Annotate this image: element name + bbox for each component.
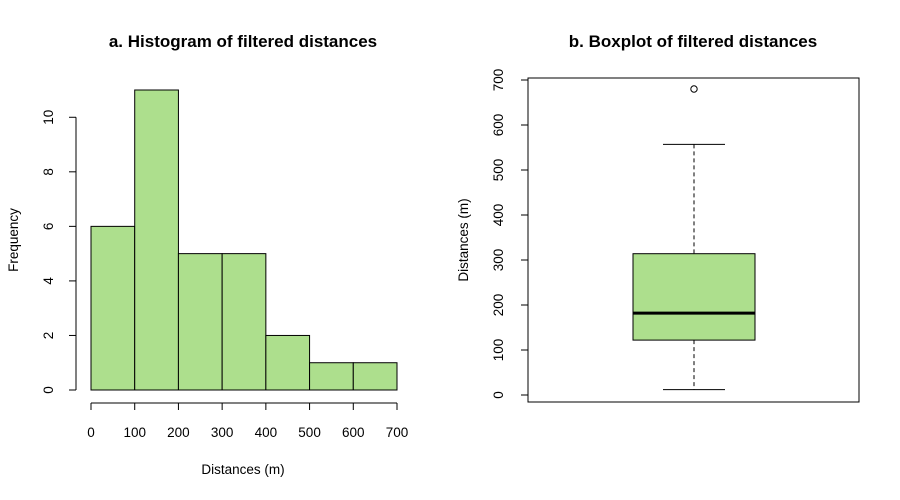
boxplot-frame — [527, 77, 860, 403]
histogram-y-axis: 0 2 4 6 8 10 — [41, 110, 77, 394]
histogram-x-tick-label: 0 — [87, 425, 95, 440]
boxplot-y-tick-label: 200 — [491, 294, 506, 317]
histogram-x-tick-label: 200 — [167, 425, 190, 440]
boxplot-y-tick-label: 0 — [491, 391, 506, 399]
histogram-bar — [352, 362, 398, 391]
histogram-y-tick-label: 8 — [41, 168, 56, 176]
boxplot-y-tick-label: 700 — [491, 69, 506, 92]
boxplot-y-tick-label: 600 — [491, 114, 506, 137]
histogram-x-tick-label: 100 — [123, 425, 146, 440]
histogram-x-tick-label: 700 — [386, 425, 409, 440]
histogram-y-tick-label: 2 — [41, 332, 56, 340]
histogram-bar — [221, 253, 267, 391]
histogram-y-tick-label: 10 — [41, 110, 56, 125]
boxplot-y-label: Distances (m) — [456, 198, 471, 281]
histogram-panel: a. Histogram of filtered distances 0 100 2… — [6, 32, 408, 477]
histogram-bars — [90, 89, 398, 391]
boxplot-outlier-point — [690, 85, 698, 93]
histogram-bar — [134, 89, 179, 391]
boxplot-title: b. Boxplot of filtered distances — [569, 32, 817, 51]
histogram-x-tick-label: 400 — [255, 425, 278, 440]
boxplot-y-tick-label: 100 — [491, 339, 506, 362]
boxplot-panel: b. Boxplot of filtered distances 0 100 200… — [456, 32, 860, 403]
boxplot-elements — [632, 85, 756, 391]
histogram-bar — [90, 225, 136, 391]
histogram-x-tick-label: 500 — [298, 425, 321, 440]
histogram-x-axis: 0 100 200 300 400 500 600 700 — [87, 402, 409, 440]
histogram-y-tick-label: 4 — [41, 277, 56, 285]
boxplot-y-axis: 0 100 200 300 400 500 600 700 — [491, 69, 529, 399]
histogram-x-label: Distances (m) — [201, 462, 284, 477]
histogram-bar — [309, 362, 354, 391]
boxplot-y-tick-label: 400 — [491, 204, 506, 227]
histogram-x-tick-label: 600 — [342, 425, 365, 440]
boxplot-box — [632, 253, 756, 341]
histogram-y-tick-label: 6 — [41, 223, 56, 231]
histogram-title: a. Histogram of filtered distances — [109, 32, 377, 51]
boxplot-y-tick-label: 500 — [491, 159, 506, 182]
histogram-bar — [265, 334, 311, 391]
boxplot-y-tick-label: 300 — [491, 249, 506, 272]
histogram-x-tick-label: 300 — [211, 425, 234, 440]
histogram-bar — [177, 253, 223, 391]
histogram-y-tick-label: 0 — [41, 386, 56, 394]
histogram-y-label: Frequency — [6, 208, 21, 272]
